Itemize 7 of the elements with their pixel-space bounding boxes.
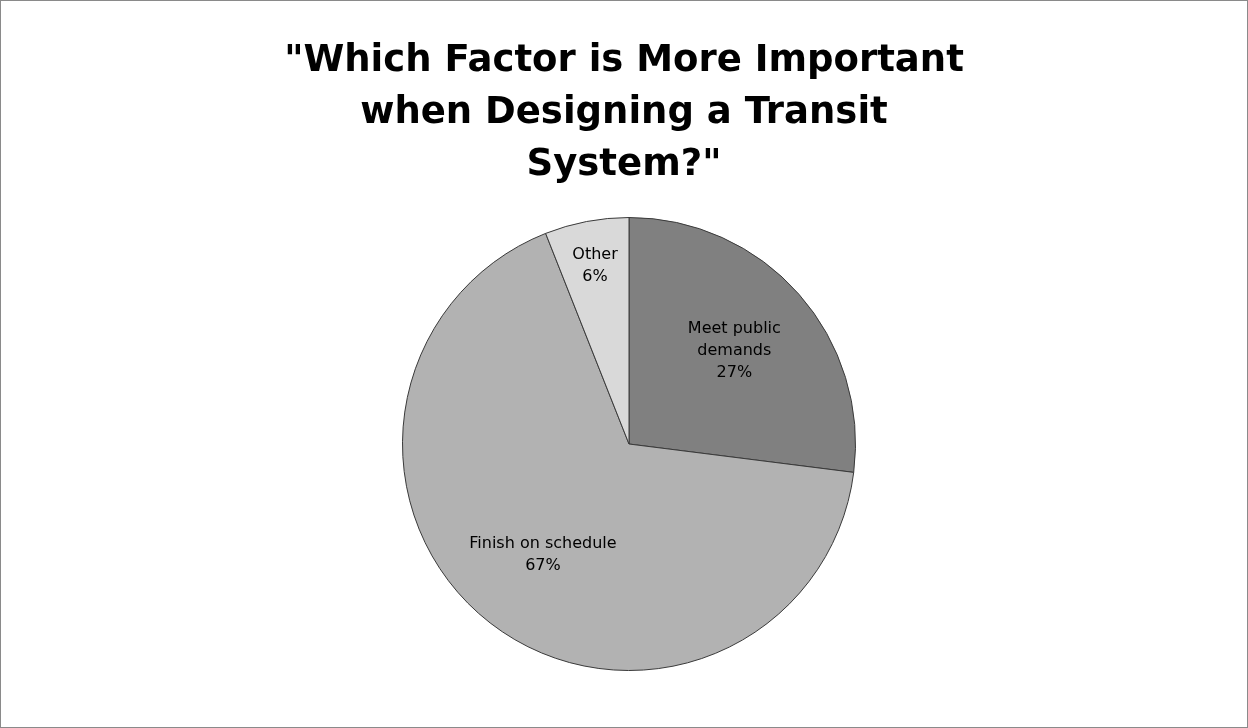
slice-label: Other bbox=[572, 244, 619, 264]
data-label: 27% bbox=[716, 362, 753, 382]
data-label: 6% bbox=[582, 266, 608, 286]
chart-title: "Which Factor is More Important when Designing a Transit System?" bbox=[283, 36, 965, 186]
slice-label: Meet public demands bbox=[687, 318, 781, 360]
data-label: 67% bbox=[525, 555, 561, 575]
slice-label: Finish on schedule bbox=[469, 533, 617, 553]
